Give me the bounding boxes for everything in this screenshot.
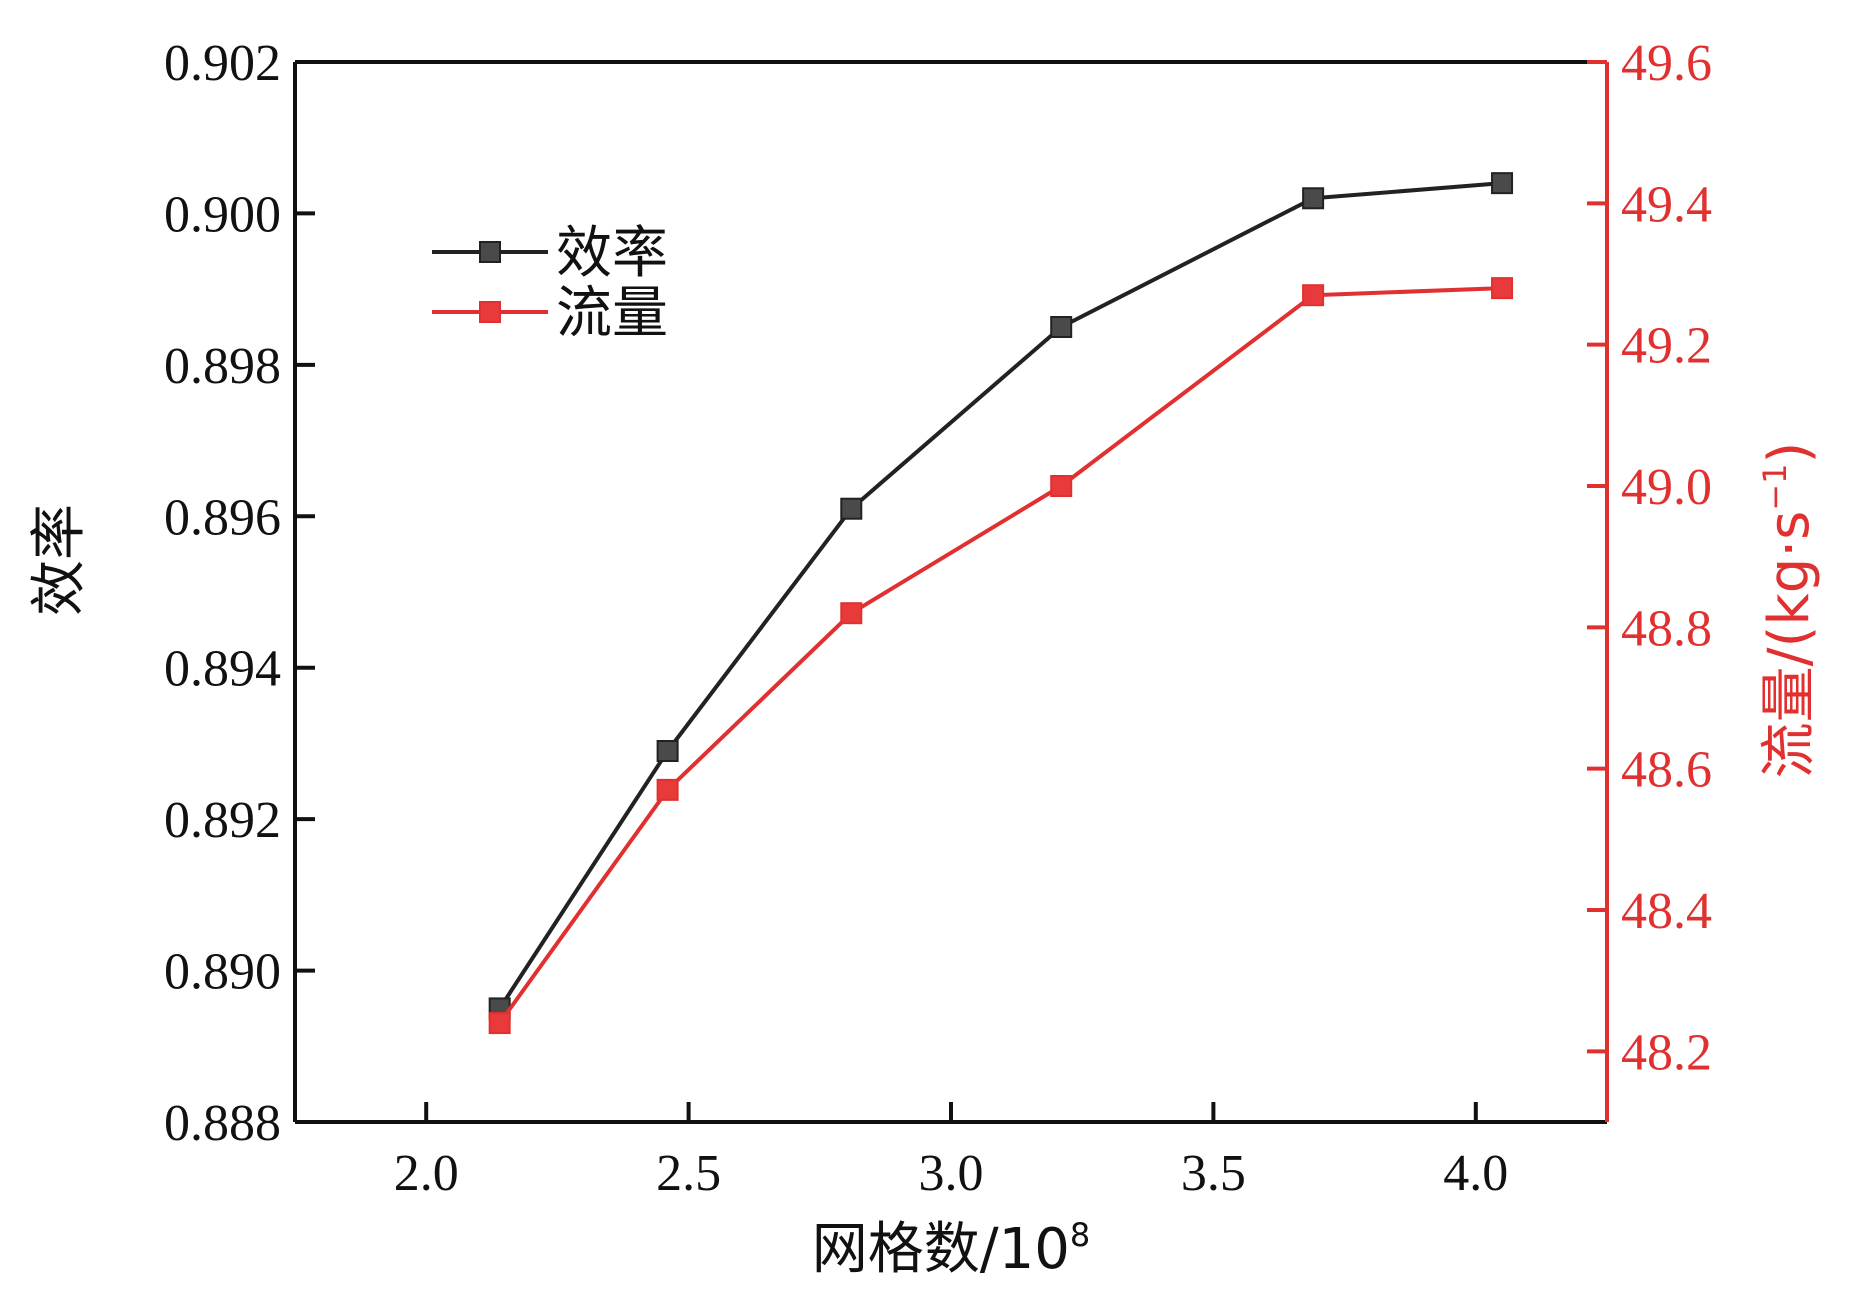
y-right-axis-title-superscript: −1 xyxy=(1756,464,1794,511)
series-layer xyxy=(488,172,1514,1035)
y-right-axis-title-text: 流量/(kg·s xyxy=(1757,511,1822,779)
series-1-point xyxy=(1302,284,1325,307)
series-1-point xyxy=(488,1012,511,1035)
y-right-tick-label: 49.6 xyxy=(1621,35,1712,92)
y-left-tick-label: 0.888 xyxy=(164,1095,281,1152)
series-line-1 xyxy=(498,286,1503,1025)
series-1-point xyxy=(1050,475,1073,497)
series-0-point xyxy=(656,740,679,762)
y-left-tick-label: 0.900 xyxy=(164,186,281,243)
axis-titles: 网格数/108 效率 流量/(kg·s−1) xyxy=(27,442,1822,1282)
series-0-point xyxy=(1491,172,1514,195)
y-right-tick-label: 48.8 xyxy=(1621,600,1712,657)
series-0-point xyxy=(1302,187,1325,210)
x-axis-title-text: 网格数/10 xyxy=(812,1217,1070,1282)
series-1-point xyxy=(1491,277,1514,300)
y-right-tick-label: 48.4 xyxy=(1621,883,1712,940)
y-left-axis-title: 效率 xyxy=(27,504,92,616)
ticks: 2.0 2.5 3.0 3.5 4.0 0.888 0.890 0.892 0.894 0.896… xyxy=(164,35,1712,1202)
axes xyxy=(293,60,1609,1124)
y-left-tick-label: 0.892 xyxy=(164,792,281,849)
series-0-point xyxy=(1050,316,1073,338)
x-tick-label: 3.0 xyxy=(919,1145,984,1202)
y-right-tick-label: 48.6 xyxy=(1621,742,1712,799)
y-right-tick-label: 49.2 xyxy=(1621,318,1712,375)
x-axis-title-superscript: 8 xyxy=(1070,1216,1090,1254)
y-left-tick-label: 0.894 xyxy=(164,641,281,698)
x-tick-label: 3.5 xyxy=(1181,1145,1246,1202)
x-tick-label: 2.5 xyxy=(656,1145,721,1202)
y-left-tick-label: 0.890 xyxy=(164,944,281,1001)
x-tick-label: 4.0 xyxy=(1443,1145,1508,1202)
y-right-axis-title: 流量/(kg·s−1) xyxy=(1756,442,1822,779)
series-0-point xyxy=(840,497,863,520)
series-1-point xyxy=(840,602,863,625)
y-left-tick-label: 0.898 xyxy=(164,338,281,395)
legend-label: 效率 xyxy=(556,221,668,286)
x-axis-title: 网格数/108 xyxy=(812,1216,1090,1282)
x-tick-label: 2.0 xyxy=(394,1145,459,1202)
y-right-axis-title-suffix: ) xyxy=(1757,442,1822,464)
y-right-tick-label: 49.0 xyxy=(1621,459,1712,516)
legend-marker-1 xyxy=(479,301,501,323)
y-left-tick-label: 0.902 xyxy=(164,35,281,92)
y-left-tick-label: 0.896 xyxy=(164,489,281,546)
y-right-tick-label: 49.4 xyxy=(1621,176,1712,233)
legend-label: 流量 xyxy=(556,281,668,346)
legend-marker-0 xyxy=(479,241,501,263)
series-1-point xyxy=(656,778,679,801)
series-line-0 xyxy=(497,181,1503,1010)
y-right-tick-label: 48.2 xyxy=(1621,1024,1712,1081)
